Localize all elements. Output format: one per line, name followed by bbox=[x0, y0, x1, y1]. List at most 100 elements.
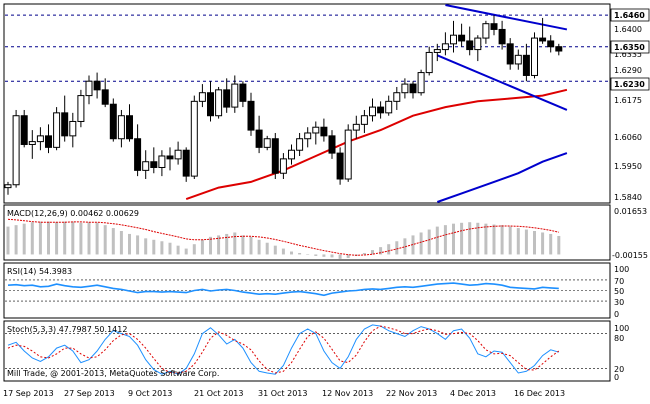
candle-body-bear bbox=[255, 129, 263, 148]
macd-bar bbox=[508, 226, 512, 255]
price-label-2: 1.6290 bbox=[614, 66, 642, 75]
stoch-level-100: 100 bbox=[614, 324, 629, 333]
macd-bar bbox=[257, 239, 261, 255]
candle-body-bull bbox=[53, 112, 61, 148]
candle-body-bull bbox=[385, 100, 393, 114]
time-label-7: 22 Nov 2013 bbox=[386, 389, 437, 398]
candle-body-bull bbox=[296, 138, 304, 151]
candle bbox=[231, 75, 239, 113]
macd-bar bbox=[443, 225, 447, 255]
macd-bar bbox=[338, 254, 342, 259]
rsi-level-70: 70 bbox=[614, 277, 624, 286]
candle-body-bear bbox=[409, 83, 417, 94]
candle bbox=[198, 84, 206, 108]
candle-body-bull bbox=[450, 34, 457, 45]
candle-body-bear bbox=[498, 28, 506, 45]
candle-body-bear bbox=[522, 54, 530, 76]
macd-bar bbox=[200, 239, 204, 255]
candle-body-bear bbox=[20, 115, 28, 145]
macd-bar bbox=[484, 223, 488, 255]
candle bbox=[158, 150, 166, 177]
macd-bar bbox=[176, 245, 180, 255]
candle bbox=[296, 132, 304, 156]
candle-body-bear bbox=[506, 43, 514, 65]
candle bbox=[328, 130, 336, 159]
macd-bar bbox=[119, 231, 123, 255]
macd-bar bbox=[371, 250, 374, 255]
candle bbox=[53, 107, 61, 151]
candle-body-bear bbox=[126, 115, 133, 140]
candle bbox=[482, 20, 490, 44]
price-axis: 1.6400 1.6290 1.6175 1.6060 1.5950 1.584… bbox=[610, 8, 650, 202]
candle-body-bull bbox=[401, 83, 409, 94]
candle bbox=[142, 150, 150, 179]
macd-bar bbox=[500, 225, 504, 255]
macd-bar bbox=[524, 229, 528, 255]
macd-bar bbox=[63, 221, 67, 255]
macd-bar bbox=[419, 232, 423, 255]
rsi-line bbox=[7, 282, 559, 297]
trend-channel[interactable] bbox=[436, 4, 568, 111]
candle bbox=[555, 43, 563, 56]
macd-axis-max: 0.01653 bbox=[614, 207, 647, 216]
candle bbox=[279, 153, 287, 179]
macd-bar bbox=[557, 235, 561, 255]
candle-body-bear bbox=[247, 100, 255, 131]
macd-bar bbox=[225, 233, 229, 255]
candle bbox=[312, 121, 320, 145]
price-tag-1623: 1.6230 bbox=[610, 77, 650, 91]
candle-body-bull bbox=[531, 37, 538, 76]
price-label-6: 1.5840 bbox=[614, 193, 642, 202]
candle-body-bear bbox=[539, 37, 547, 42]
candle bbox=[271, 132, 279, 179]
candle bbox=[85, 75, 93, 105]
candle bbox=[369, 98, 376, 122]
candle-body-bear bbox=[182, 149, 190, 177]
candle-body-bear bbox=[93, 80, 101, 91]
candle bbox=[150, 147, 158, 174]
candle-body-bull bbox=[28, 141, 36, 145]
candle-body-bull bbox=[369, 106, 376, 117]
macd-bar bbox=[533, 231, 536, 255]
macd-bar bbox=[217, 235, 221, 255]
macd-bar bbox=[111, 228, 115, 255]
candle-body-bull bbox=[433, 49, 441, 53]
stoch-level-0: 0 bbox=[614, 373, 619, 382]
candle bbox=[433, 43, 441, 62]
candle-body-bull bbox=[352, 123, 360, 131]
candle-body-bear bbox=[166, 155, 174, 160]
candle bbox=[514, 49, 522, 70]
macd-bar bbox=[209, 236, 212, 255]
macd-bar bbox=[241, 235, 245, 255]
macd-bar bbox=[160, 241, 164, 255]
trend-channel-lower[interactable] bbox=[436, 54, 568, 111]
macd-bar bbox=[128, 233, 131, 255]
candle bbox=[539, 17, 547, 44]
rsi-level-0: 0 bbox=[614, 310, 619, 319]
candle bbox=[498, 20, 506, 50]
candle-body-bull bbox=[174, 149, 182, 160]
candlesticks bbox=[4, 15, 563, 195]
copyright-text: Mill Trade, @ 2001-2013, MetaQuotes Soft… bbox=[7, 369, 219, 378]
candle-body-bull bbox=[117, 115, 125, 140]
price-label-4: 1.6060 bbox=[614, 133, 642, 142]
candle-body-bull bbox=[69, 120, 77, 137]
candle-body-bear bbox=[271, 138, 279, 174]
candle-body-bear bbox=[207, 92, 214, 117]
trend-channel-upper[interactable] bbox=[445, 4, 568, 31]
macd-bar bbox=[144, 238, 148, 255]
rsi-level-30: 30 bbox=[614, 298, 624, 307]
candle-body-bull bbox=[482, 23, 490, 39]
candle-body-bull bbox=[12, 115, 20, 186]
candle bbox=[547, 35, 555, 53]
candle-body-bear bbox=[547, 40, 555, 48]
time-label-5: 31 Oct 2013 bbox=[258, 389, 307, 398]
candle-body-bear bbox=[61, 112, 69, 137]
macd-bar bbox=[184, 248, 188, 255]
candle-body-bull bbox=[215, 89, 223, 117]
candle-body-bear bbox=[320, 126, 328, 137]
macd-bar bbox=[516, 228, 520, 255]
candle-body-bear bbox=[328, 135, 336, 154]
stochastic-indicator bbox=[5, 324, 609, 375]
